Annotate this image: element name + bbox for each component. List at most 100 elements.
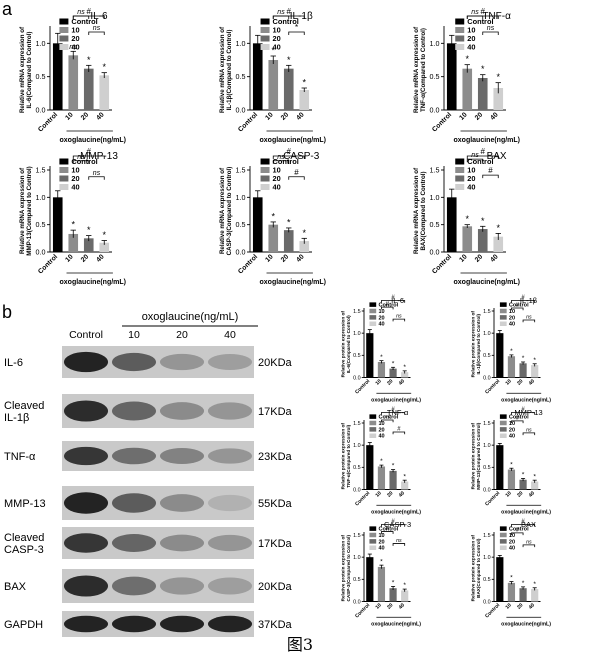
blot-band: [207, 534, 253, 552]
legend-swatch: [499, 545, 507, 550]
bar-10: [377, 566, 386, 602]
bar-40: [401, 590, 409, 602]
y-axis-label: Relative mRNA expression ofIL-1β(Compare…: [219, 26, 233, 113]
legend-swatch: [499, 302, 507, 307]
blot-row-bax: BAX 20KDa: [4, 569, 293, 603]
significance-mark: *: [302, 228, 306, 238]
significance-mark: *: [465, 214, 469, 224]
blot-band: [111, 401, 157, 421]
comparison-bracket: #: [381, 302, 394, 310]
y-tick-label: 1.5: [353, 309, 361, 315]
bracket-label: ns: [526, 427, 532, 433]
legend-label: 20: [71, 34, 79, 43]
significance-mark: *: [496, 223, 500, 233]
bracket-label: #: [397, 427, 401, 433]
legend-label: 40: [378, 434, 384, 440]
y-tick-label: 0.0: [483, 375, 491, 381]
bracket-label: *: [295, 23, 298, 32]
legend-swatch: [59, 158, 69, 165]
bar-control: [252, 43, 263, 111]
x-tick-label: 20: [280, 253, 290, 263]
bar-control: [496, 333, 504, 378]
x-axis-label: oxoglaucine(ng/mL): [371, 510, 421, 516]
legend-label: 10: [273, 26, 281, 35]
bar-20: [389, 588, 397, 602]
y-tick-label: 1.5: [483, 421, 491, 427]
comparison-bracket: ns: [522, 427, 536, 436]
significance-mark: *: [403, 473, 406, 480]
x-tick-label: 20: [386, 378, 394, 386]
comparison-bracket: ns: [392, 314, 406, 322]
x-tick-label: 40: [528, 602, 536, 610]
x-tick-label: 40: [528, 490, 536, 498]
y-tick-label: 0.0: [353, 375, 361, 381]
significance-mark: *: [522, 472, 525, 479]
legend-label: 20: [71, 174, 79, 183]
significance-mark: *: [102, 62, 106, 72]
x-tick-label: 40: [95, 111, 105, 121]
comparison-bracket: #: [72, 7, 105, 19]
legend-swatch: [499, 420, 507, 426]
blot-row-cleaved-il-1-: Cleaved IL-1β 17KDa: [4, 394, 293, 428]
x-axis-label: oxoglaucine(ng/mL): [371, 398, 421, 404]
x-axis-label: oxoglaucine(ng/mL): [501, 510, 551, 516]
legend-label: 10: [467, 26, 475, 35]
significance-mark: *: [287, 217, 291, 227]
legend-swatch: [369, 427, 377, 432]
legend-swatch: [499, 532, 507, 538]
legend-swatch: [455, 158, 465, 165]
y-tick-label: 0.5: [236, 220, 246, 229]
bar-20: [477, 78, 488, 110]
significance-mark: *: [102, 230, 106, 240]
legend-label: 20: [378, 315, 384, 321]
chart-qpcr_mmp13: MMP-13 Relative mRNA expression ofMMP-13(…: [19, 147, 126, 286]
significance-mark: *: [271, 46, 275, 56]
blot-band: [111, 615, 157, 633]
x-tick-label: 20: [516, 602, 524, 610]
y-tick-label: 1.0: [36, 39, 46, 48]
bar-control: [52, 43, 63, 111]
y-tick-label: 1.0: [353, 555, 361, 561]
y-tick-label: 1.5: [430, 166, 440, 175]
bracket-label: ns: [384, 415, 390, 421]
legend-swatch: [455, 44, 465, 50]
comparison-bracket: #: [72, 147, 105, 159]
legend-label: 40: [467, 183, 475, 192]
y-tick-label: 1.5: [36, 166, 46, 175]
comparison-bracket: ns: [72, 154, 90, 164]
x-tick-label: 10: [505, 602, 513, 610]
blot-band: [63, 615, 109, 633]
blot-row-label: BAX: [4, 581, 27, 593]
x-axis-label: oxoglaucine(ng/mL): [60, 279, 127, 286]
bracket-label: #: [287, 147, 292, 156]
legend-swatch: [499, 321, 507, 326]
legend-label: Control: [71, 157, 97, 166]
bar-control: [52, 197, 63, 252]
y-tick-label: 0.0: [353, 599, 361, 605]
x-tick-label: 10: [264, 253, 274, 263]
legend-label: 10: [467, 166, 475, 175]
y-tick-label: 0.5: [353, 353, 361, 359]
legend-swatch: [369, 420, 377, 426]
legend-label: 10: [509, 533, 515, 539]
y-tick-label: 0.5: [353, 465, 361, 471]
significance-mark: *: [87, 55, 91, 65]
bar-10: [462, 68, 473, 110]
x-axis-label: oxoglaucine(ng/mL): [60, 137, 127, 144]
bar-control: [496, 557, 504, 602]
comparison-bracket: ns: [482, 25, 499, 35]
x-tick-label: 10: [505, 490, 513, 498]
legend-swatch: [455, 184, 465, 190]
legend-label: Control: [378, 415, 398, 421]
x-tick-label: 10: [375, 378, 383, 386]
western-blot-panel: oxoglaucine(ng/mL) Control 10 20 40 IL-6 20KDa…: [4, 311, 293, 637]
legend-label: 20: [273, 34, 281, 43]
legend-swatch: [59, 175, 69, 182]
x-axis-label: oxoglaucine(ng/mL): [260, 279, 327, 286]
legend-swatch: [59, 35, 69, 42]
y-tick-label: 1.5: [236, 166, 246, 175]
bar-control: [446, 197, 457, 252]
